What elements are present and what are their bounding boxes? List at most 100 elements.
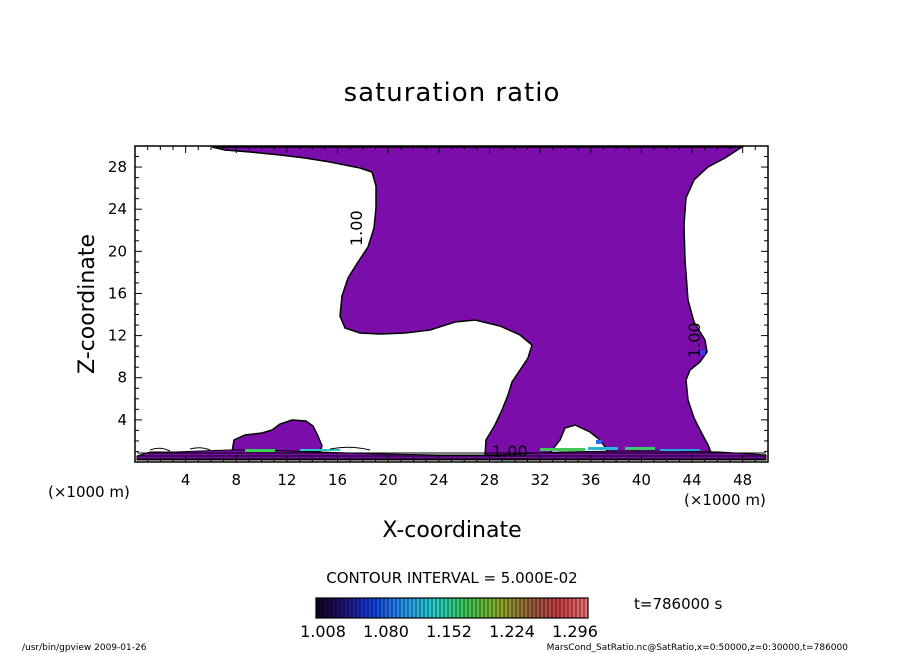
colorbar-cell	[320, 598, 324, 618]
colorbar-cell	[400, 598, 404, 618]
y-tick-label: 24	[108, 200, 127, 218]
colorbar-cell	[460, 598, 464, 618]
contour-label-bottom: 1.00	[492, 442, 528, 461]
x-tick-label: 28	[480, 471, 499, 489]
colorbar-cell	[580, 598, 584, 618]
contour-interval: CONTOUR INTERVAL = 5.000E-02	[326, 569, 577, 587]
colorbar-cell	[416, 598, 420, 618]
colorbar-cell	[348, 598, 352, 618]
colorbar-cell	[492, 598, 496, 618]
y-tick-label: 4	[117, 411, 127, 429]
colorbar-cell	[532, 598, 536, 618]
colorbar-cell	[328, 598, 332, 618]
colorbar-cell	[516, 598, 520, 618]
saturated-region-main	[211, 146, 745, 457]
colorbar-cell	[536, 598, 540, 618]
colorbar-cell	[488, 598, 492, 618]
y-tick-label: 28	[108, 158, 127, 176]
y-tick-label: 20	[108, 242, 127, 260]
y-axis-ticks: 4 8 12 16 20 24 28	[108, 156, 768, 452]
colorbar-ticks: 1.008 1.080 1.152 1.224 1.296	[300, 622, 598, 641]
colorbar-tick-label: 1.008	[300, 622, 346, 641]
contour-label-upper: 1.00	[347, 210, 366, 246]
colorbar-cell	[512, 598, 516, 618]
x-tick-label: 4	[181, 471, 191, 489]
colorbar-cell	[428, 598, 432, 618]
colorbar-cell	[520, 598, 524, 618]
colorbar-cell	[572, 598, 576, 618]
y-tick-label: 16	[108, 284, 127, 302]
colorbar-cell	[364, 598, 368, 618]
colorbar-cell	[316, 598, 320, 618]
colorbar-cell	[456, 598, 460, 618]
colorbar-frame	[315, 597, 589, 619]
colorbar-cell	[368, 598, 372, 618]
x-axis-label: X-coordinate	[382, 518, 521, 543]
time-label: t=786000 s	[634, 595, 722, 613]
colorbar-cell	[480, 598, 484, 618]
plot-area: 1.00 1.00 1.00	[134, 145, 769, 463]
colorbar-cell	[332, 598, 336, 618]
footer-left: /usr/bin/gpview 2009-01-26	[22, 643, 147, 653]
colorbar-cell	[352, 598, 356, 618]
colorbar-cell	[540, 598, 544, 618]
saturated-region-small	[231, 419, 323, 453]
colorbar-cell	[500, 598, 504, 618]
colorbar-cell	[344, 598, 348, 618]
colorbar-cell	[568, 598, 572, 618]
colorbar-cell	[552, 598, 556, 618]
x-tick-label: 8	[232, 471, 242, 489]
colorbar-cell	[452, 598, 456, 618]
x-tick-label: 48	[733, 471, 752, 489]
footer-right: MarsCond_SatRatio.nc@SatRatio,x=0:50000,…	[547, 643, 849, 653]
x-tick-label: 24	[429, 471, 448, 489]
colorbar-cell	[476, 598, 480, 618]
colorbar-cell	[396, 598, 400, 618]
x-tick-label: 20	[379, 471, 398, 489]
colorbar-tick-label: 1.224	[489, 622, 535, 641]
x-tick-label: 16	[328, 471, 347, 489]
x-unit-right: (×1000 m)	[684, 491, 766, 509]
colorbar-tick-label: 1.080	[363, 622, 409, 641]
x-tick-label: 12	[277, 471, 296, 489]
colorbar-cell	[324, 598, 328, 618]
y-tick-label: 12	[108, 327, 127, 345]
colorbar-cell	[504, 598, 508, 618]
colorbar	[315, 598, 588, 618]
y-tick-label: 8	[117, 369, 127, 387]
colorbar-cell	[484, 598, 488, 618]
colorbar-cell	[508, 598, 512, 618]
colorbar-cell	[472, 598, 476, 618]
colorbar-cell	[468, 598, 472, 618]
colorbar-cell	[560, 598, 564, 618]
x-tick-label: 32	[531, 471, 550, 489]
colorbar-cell	[444, 598, 448, 618]
colorbar-cell	[440, 598, 444, 618]
colorbar-cell	[584, 598, 588, 618]
colorbar-cell	[392, 598, 396, 618]
colorbar-cell	[448, 598, 452, 618]
colorbar-cell	[412, 598, 416, 618]
colorbar-cell	[556, 598, 560, 618]
x-tick-label: 40	[632, 471, 651, 489]
colorbar-cell	[464, 598, 468, 618]
colorbar-cell	[432, 598, 436, 618]
surface-color-bands	[245, 350, 705, 452]
x-axis-ticks: 4 8 12 16 20 24 28 32 36 40 44 48	[147, 146, 756, 489]
chart-title: saturation ratio	[344, 78, 561, 108]
contour-label-right: 1.00	[685, 322, 704, 358]
colorbar-tick-label: 1.152	[426, 622, 472, 641]
y-axis-label: Z-coordinate	[75, 234, 100, 374]
x-tick-label: 44	[682, 471, 701, 489]
colorbar-cell	[380, 598, 384, 618]
colorbar-cell	[384, 598, 388, 618]
colorbar-cell	[404, 598, 408, 618]
colorbar-cell	[528, 598, 532, 618]
colorbar-cell	[564, 598, 568, 618]
colorbar-cell	[408, 598, 412, 618]
colorbar-cell	[356, 598, 360, 618]
colorbar-tick-label: 1.296	[552, 622, 598, 641]
colorbar-cell	[388, 598, 392, 618]
colorbar-cell	[360, 598, 364, 618]
